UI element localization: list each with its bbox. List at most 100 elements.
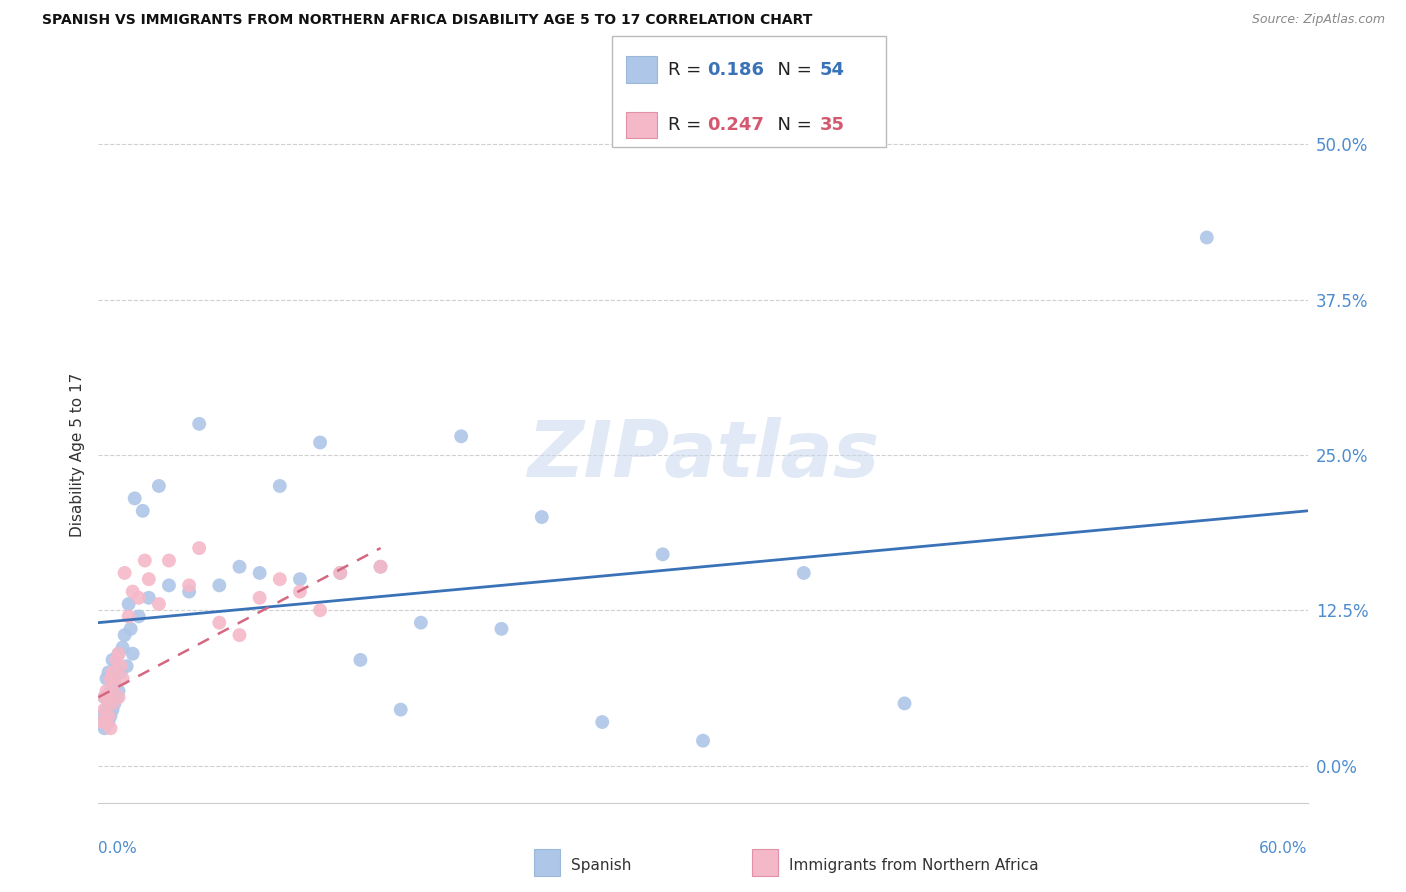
Point bbox=[103, 672, 125, 686]
Point bbox=[96, 672, 118, 686]
Point bbox=[124, 491, 146, 506]
Point bbox=[134, 553, 156, 567]
Point bbox=[309, 435, 332, 450]
Y-axis label: Disability Age 5 to 17: Disability Age 5 to 17 bbox=[69, 373, 84, 537]
Point bbox=[591, 714, 613, 729]
Text: 35: 35 bbox=[820, 116, 845, 134]
Point bbox=[188, 541, 211, 555]
Point bbox=[692, 733, 714, 747]
Text: Immigrants from Northern Africa: Immigrants from Northern Africa bbox=[789, 858, 1039, 872]
Point bbox=[121, 647, 143, 661]
Text: 0.247: 0.247 bbox=[707, 116, 763, 134]
Text: N =: N = bbox=[766, 116, 818, 134]
Point bbox=[179, 578, 201, 592]
Point bbox=[107, 684, 129, 698]
Point bbox=[100, 684, 122, 698]
Point bbox=[111, 672, 134, 686]
Point bbox=[651, 547, 673, 561]
Point bbox=[1195, 230, 1218, 244]
Point bbox=[148, 597, 170, 611]
Point bbox=[97, 697, 120, 711]
Point bbox=[491, 622, 513, 636]
Text: R =: R = bbox=[668, 116, 707, 134]
Point bbox=[101, 678, 124, 692]
Point bbox=[120, 622, 142, 636]
Point bbox=[450, 429, 472, 443]
Point bbox=[96, 714, 118, 729]
Point bbox=[93, 703, 115, 717]
Text: N =: N = bbox=[766, 61, 818, 78]
Point bbox=[107, 690, 129, 705]
Point bbox=[97, 665, 120, 680]
Point bbox=[132, 504, 155, 518]
Point bbox=[97, 714, 120, 729]
Point bbox=[101, 697, 124, 711]
Point bbox=[100, 708, 122, 723]
Point bbox=[93, 690, 115, 705]
Point bbox=[97, 690, 120, 705]
Point bbox=[329, 566, 352, 580]
Point bbox=[100, 721, 122, 735]
Point bbox=[208, 578, 231, 592]
Point bbox=[96, 703, 118, 717]
Point bbox=[288, 584, 311, 599]
Point bbox=[97, 708, 120, 723]
Point bbox=[111, 640, 134, 655]
Point bbox=[157, 578, 180, 592]
Point bbox=[793, 566, 815, 580]
Point bbox=[249, 591, 271, 605]
Point bbox=[893, 697, 915, 711]
Point bbox=[118, 609, 141, 624]
Point bbox=[370, 559, 392, 574]
Point bbox=[101, 703, 124, 717]
Point bbox=[138, 591, 160, 605]
Point bbox=[105, 653, 128, 667]
Point bbox=[107, 647, 129, 661]
Point bbox=[157, 553, 180, 567]
Text: 0.0%: 0.0% bbox=[98, 841, 138, 856]
Point bbox=[96, 684, 118, 698]
Point bbox=[148, 479, 170, 493]
Point bbox=[101, 665, 124, 680]
Point bbox=[249, 566, 271, 580]
Point bbox=[138, 572, 160, 586]
Point bbox=[110, 665, 132, 680]
Point bbox=[309, 603, 332, 617]
Point bbox=[228, 628, 250, 642]
Text: Spanish: Spanish bbox=[571, 858, 631, 872]
Point bbox=[93, 690, 115, 705]
Point bbox=[329, 566, 352, 580]
Point bbox=[115, 659, 138, 673]
Point bbox=[179, 584, 201, 599]
Point bbox=[288, 572, 311, 586]
Text: Source: ZipAtlas.com: Source: ZipAtlas.com bbox=[1251, 13, 1385, 27]
Point bbox=[91, 714, 114, 729]
Text: R =: R = bbox=[668, 61, 707, 78]
Point bbox=[121, 584, 143, 599]
Point bbox=[370, 559, 392, 574]
Point bbox=[105, 659, 128, 673]
Text: 0.186: 0.186 bbox=[707, 61, 765, 78]
Point bbox=[409, 615, 432, 630]
Point bbox=[530, 510, 553, 524]
Point bbox=[93, 721, 115, 735]
Point bbox=[107, 647, 129, 661]
Point bbox=[105, 690, 128, 705]
Point bbox=[269, 572, 291, 586]
Point bbox=[128, 591, 150, 605]
Text: 54: 54 bbox=[820, 61, 845, 78]
Point bbox=[228, 559, 250, 574]
Point bbox=[128, 609, 150, 624]
Point bbox=[103, 697, 125, 711]
Point bbox=[114, 628, 136, 642]
Point bbox=[208, 615, 231, 630]
Point bbox=[269, 479, 291, 493]
Point bbox=[110, 659, 132, 673]
Point bbox=[101, 653, 124, 667]
Text: SPANISH VS IMMIGRANTS FROM NORTHERN AFRICA DISABILITY AGE 5 TO 17 CORRELATION CH: SPANISH VS IMMIGRANTS FROM NORTHERN AFRI… bbox=[42, 13, 813, 28]
Point bbox=[91, 708, 114, 723]
Point bbox=[100, 672, 122, 686]
Point bbox=[188, 417, 211, 431]
Point bbox=[118, 597, 141, 611]
Text: ZIPatlas: ZIPatlas bbox=[527, 417, 879, 493]
